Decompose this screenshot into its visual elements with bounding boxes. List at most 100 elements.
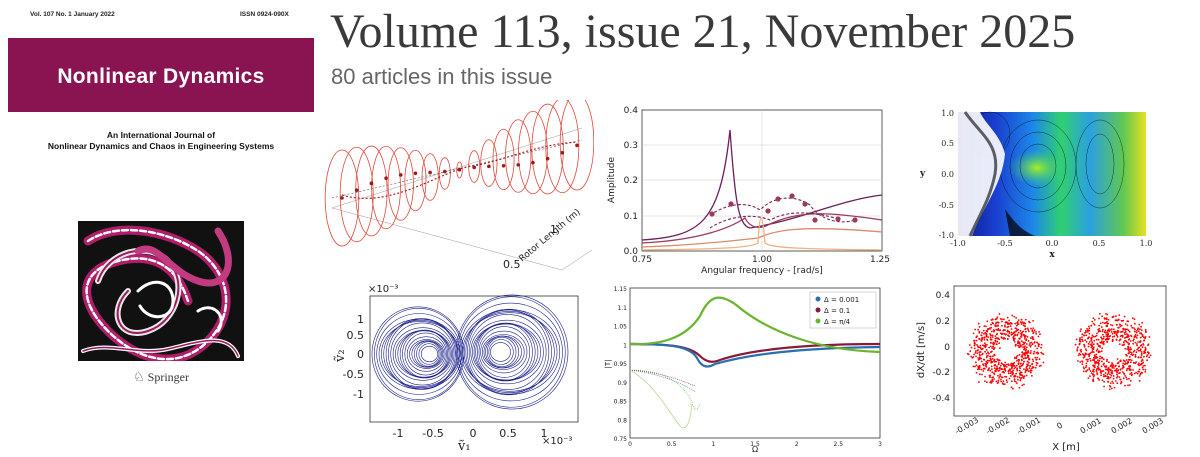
scatter-point: [1029, 371, 1032, 374]
scatter-point: [973, 339, 975, 342]
scatter-point: [1126, 336, 1129, 339]
trans-ylabel: |T|: [604, 360, 612, 369]
scatter-point: [1031, 343, 1034, 345]
scatter-point: [980, 357, 983, 360]
scatter-point: [1088, 368, 1091, 371]
phase-trajectory-loop: [485, 335, 520, 369]
scatter-point: [1023, 383, 1025, 386]
scatter-point: [1096, 348, 1099, 351]
scatter-point: [1127, 361, 1130, 364]
figure-rotor-mode-shape[interactable]: 1 0.5 Rotor Length (m): [322, 100, 594, 280]
scatter-point: [1116, 367, 1118, 370]
scatter-point: [993, 378, 995, 380]
scatter-point: [1120, 331, 1122, 333]
scatter-point: [1129, 379, 1132, 382]
scatter-point: [1139, 336, 1142, 339]
amp-xlabel: Angular frequency - [rad/s]: [701, 266, 823, 276]
scatter-point: [1109, 376, 1112, 379]
trans-xtick: 2.5: [834, 441, 844, 448]
scatter-point: [994, 318, 997, 321]
phase-trajectory-loop: [420, 345, 439, 363]
scatter-point: [1017, 323, 1019, 326]
scatter-xtick: -0.001: [1015, 415, 1042, 436]
scatter-point: [1013, 365, 1015, 367]
scatter-point: [1135, 361, 1137, 364]
scatter-point: [995, 343, 998, 345]
phase-ytick-1: 1: [357, 313, 364, 326]
scatter-point: [1095, 349, 1098, 352]
figure-frequency-response[interactable]: 0.0 0.1 0.2 0.3 0.4 0.75 1.00 1.25 Angul…: [600, 100, 890, 276]
phase-ytick-0: 0: [357, 348, 364, 361]
scatter-point: [979, 356, 981, 359]
scatter-point: [995, 368, 998, 371]
scatter-point: [1140, 332, 1143, 335]
scatter-point: [1082, 366, 1085, 369]
scatter-point: [1106, 340, 1108, 343]
scatter-point: [1001, 363, 1004, 365]
scatter-point: [973, 347, 976, 350]
scatter-point: [1010, 380, 1013, 383]
scatter-ylabel: dX/dt [m/s]: [916, 322, 927, 378]
scatter-point: [1125, 369, 1128, 372]
scatter-point: [1126, 328, 1129, 331]
scatter-point: [1008, 319, 1010, 322]
scatter-point: [1117, 318, 1120, 321]
scatter-point: [1129, 340, 1132, 342]
scatter-point: [1101, 321, 1104, 324]
scatter-point: [1102, 328, 1104, 331]
scatter-point: [987, 336, 990, 338]
scatter-point: [982, 329, 985, 332]
scatter-point: [1141, 321, 1144, 324]
scatter-point: [1121, 330, 1124, 333]
phase-trajectory-loop: [399, 329, 450, 379]
scatter-point: [1031, 337, 1034, 340]
scatter-point: [1035, 358, 1038, 361]
scatter-point: [1139, 356, 1142, 359]
cover-subtitle-2: Nonlinear Dynamics and Chaos in Engineer…: [47, 141, 275, 151]
scatter-point: [1099, 370, 1102, 372]
scatter-point: [1096, 332, 1098, 335]
scatter-point: [1013, 338, 1015, 341]
scatter-point: [1000, 376, 1003, 379]
scatter-point: [1038, 331, 1040, 333]
scatter-point: [984, 362, 987, 365]
scatter-point: [1040, 343, 1043, 346]
scatter-point: [1094, 361, 1097, 364]
scatter-point: [995, 325, 998, 327]
scatter-point: [1120, 324, 1123, 327]
scatter-point: [986, 362, 988, 365]
scatter-point: [1097, 338, 1100, 341]
trans-ytick: 1.15: [614, 286, 628, 293]
scatter-point: [1032, 366, 1034, 368]
scatter-point: [1022, 377, 1025, 380]
scatter-point: [1118, 343, 1121, 345]
scatter-point: [1113, 335, 1116, 338]
scatter-point: [971, 356, 974, 359]
scatter-point: [1131, 317, 1134, 319]
scatter-point: [997, 379, 1000, 382]
scatter-point: [1030, 369, 1033, 372]
scatter-point: [996, 316, 999, 318]
scatter-point: [1128, 330, 1131, 333]
scatter-point: [1020, 323, 1023, 325]
journal-cover[interactable]: Vol. 107 No. 1 January 2022 ISSN 0924-09…: [8, 8, 314, 453]
trans-ytick: 1.05: [614, 324, 628, 331]
rotor-depth-label: Rotor Length (m): [518, 207, 583, 264]
scatter-point: [1003, 371, 1005, 374]
scatter-point: [1106, 358, 1108, 361]
scatter-point: [1036, 341, 1038, 344]
scatter-point: [988, 359, 991, 362]
scatter-point: [1106, 373, 1109, 375]
scatter-point: [1079, 353, 1082, 356]
figure-phase-portrait[interactable]: ×10⁻³ ×10⁻³ 1 0.5 0 -0.5 -1 -1 -0.5 0 0.…: [330, 282, 592, 452]
scatter-point: [989, 357, 992, 360]
scatter-point: [1131, 326, 1134, 329]
scatter-point: [1014, 334, 1017, 337]
scatter-point: [1115, 370, 1118, 372]
scatter-point: [1116, 382, 1119, 385]
figure-phase-scatter[interactable]: 0.4 0.2 0 -0.2 -0.4 -0.003 -0.002 -0.001 0 0…: [908, 282, 1176, 454]
cover-journal-title: Nonlinear Dynamics: [57, 65, 265, 88]
scatter-point: [1141, 334, 1144, 336]
figure-transmissibility[interactable]: Δ = 0.001 Δ = 0.1 Δ = π/4 1.15 1.1 1.05 1 0.…: [600, 284, 890, 454]
figure-contour-map[interactable]: 1.0 0.5 0.0 -0.5 -1.0 -1.0 -0.5 0.0 0.5 …: [910, 104, 1172, 260]
